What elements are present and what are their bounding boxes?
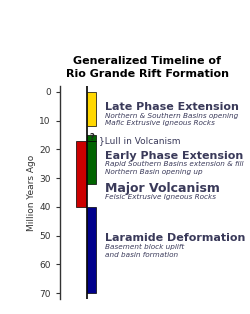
Text: ?: ? bbox=[90, 133, 94, 143]
Text: }Lull in Volcanism: }Lull in Volcanism bbox=[99, 136, 181, 145]
Text: Northern & Southern Basins opening
Mafic Extrusive Igneous Rocks: Northern & Southern Basins opening Mafic… bbox=[105, 112, 238, 126]
Bar bbox=[76, 141, 86, 207]
Text: Generalized Timeline of
Rio Grande Rift Formation: Generalized Timeline of Rio Grande Rift … bbox=[66, 56, 229, 79]
Bar bbox=[86, 92, 96, 126]
Text: Laramide Deformation: Laramide Deformation bbox=[105, 233, 246, 243]
Y-axis label: Million Years Ago: Million Years Ago bbox=[28, 154, 36, 230]
Text: Major Volcanism: Major Volcanism bbox=[105, 182, 220, 195]
Text: Early Phase Extension: Early Phase Extension bbox=[105, 151, 243, 161]
Text: Felsic Extrusive Igneous Rocks: Felsic Extrusive Igneous Rocks bbox=[105, 194, 216, 200]
Bar bbox=[86, 207, 96, 293]
Text: Late Phase Extension: Late Phase Extension bbox=[105, 102, 239, 112]
Bar bbox=[86, 135, 96, 141]
Bar bbox=[86, 141, 96, 184]
Text: Rapid Southern Basins extension & fill
Northern Basin opening up: Rapid Southern Basins extension & fill N… bbox=[105, 161, 244, 175]
Text: Basement block uplift
and basin formation: Basement block uplift and basin formatio… bbox=[105, 244, 184, 258]
